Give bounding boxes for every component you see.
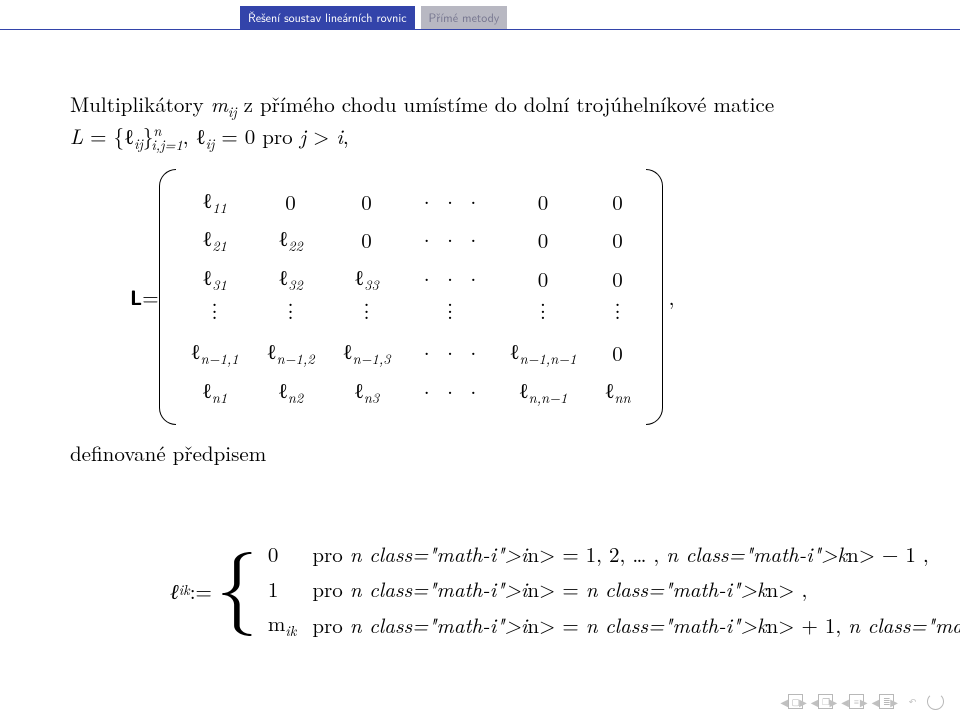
intro-sub-ij1: i,j=1	[151, 135, 182, 155]
matrix-cell: ℓn−1,n−1	[496, 334, 591, 372]
intro-paragraph: Multiplikátory mij z přímého chodu umíst…	[70, 90, 890, 155]
refresh-icon[interactable]	[927, 693, 944, 710]
matrix-trailing-comma: ,	[669, 283, 675, 311]
matrix-cell: 0	[253, 183, 329, 221]
piecewise-cases: 0pro n class="math-i">in> = 1, 2, … , n …	[266, 536, 960, 645]
defined-label: definované předpisem	[70, 439, 890, 467]
matrix-body: ℓ1100· · ·00ℓ21ℓ220· · ·00ℓ31ℓ32ℓ33· · ·…	[159, 177, 663, 417]
crumb-inactive: Přímé metody	[421, 6, 508, 29]
intro-ij: ij	[134, 135, 143, 155]
intro-text-2: z přímého chodu umístíme do dolní trojúh…	[237, 89, 775, 119]
intro-eq: = {ℓ	[90, 121, 134, 151]
nav-section-prev[interactable]: ◀≡▶	[845, 694, 867, 709]
intro-L: L	[70, 121, 83, 151]
matrix-cell: · · ·	[405, 183, 496, 221]
matrix-cell: 0	[496, 183, 591, 221]
matrix-cell: ···	[329, 298, 405, 334]
matrix-equation: L = ℓ1100· · ·00ℓ21ℓ220· · ·00ℓ31ℓ32ℓ33·…	[130, 177, 890, 417]
brace-icon: {	[216, 553, 258, 629]
matrix-cell: ···	[590, 298, 644, 334]
matrix-cell: ℓnn	[590, 373, 644, 411]
pw-l-sub: ik	[179, 581, 190, 600]
matrix-eq-sign: =	[142, 283, 158, 311]
matrix-cell: ℓ21	[177, 221, 253, 259]
matrix-cell: ℓ11	[177, 183, 253, 221]
matrix-cell: ℓn,n−1	[496, 373, 591, 411]
piecewise-definition: ℓik := { 0pro n class="math-i">in> = 1, …	[170, 477, 890, 704]
matrix-cell: ···	[177, 298, 253, 334]
matrix-cell: · · ·	[405, 334, 496, 372]
case-cell: 0	[268, 538, 310, 570]
matrix-cell: · · ·	[405, 221, 496, 259]
matrix-cell: ℓn3	[329, 373, 405, 411]
matrix-table: ℓ1100· · ·00ℓ21ℓ220· · ·00ℓ31ℓ32ℓ33· · ·…	[177, 183, 645, 411]
matrix-cell: 0	[496, 221, 591, 259]
matrix-cell: 0	[329, 221, 405, 259]
matrix-cell: 0	[590, 221, 644, 259]
matrix-cell: ℓn−1,3	[329, 334, 405, 372]
matrix-cell: ℓn−1,2	[253, 334, 329, 372]
matrix-cell: ℓn1	[177, 373, 253, 411]
beamer-nav: ◀▢▶ ◀❐▶ ◀≡▶ ◀≣▶ ↶	[784, 693, 944, 710]
matrix-cell: 0	[590, 334, 644, 372]
matrix-cell: ℓ22	[253, 221, 329, 259]
intro-text-1: Multiplikátory	[70, 89, 211, 119]
matrix-cell: 0	[329, 183, 405, 221]
matrix-lhs: L	[130, 283, 142, 311]
nav-back[interactable]: ↶	[906, 695, 919, 708]
matrix-cell: · · ·	[405, 373, 496, 411]
breadcrumb: Řešení soustav lineárních rovnic Přímé m…	[0, 0, 960, 29]
intro-tail: = 0 pro j > i,	[214, 121, 348, 151]
nav-slide-prev[interactable]: ◀▢▶	[784, 694, 806, 709]
paren-right-icon	[646, 169, 663, 425]
var-m-sub: ij	[228, 102, 237, 122]
case-cell: pro n class="math-i">in> = n class="math…	[312, 573, 960, 605]
crumb-active: Řešení soustav lineárních rovnic	[240, 6, 415, 29]
paren-left-icon	[159, 169, 176, 425]
var-m: m	[211, 89, 228, 119]
case-cell: mik	[268, 607, 310, 643]
nav-subsection-prev[interactable]: ◀≣▶	[876, 694, 898, 709]
matrix-cell: ···	[405, 298, 496, 334]
matrix-cell: ℓn2	[253, 373, 329, 411]
pw-l: ℓ	[170, 577, 179, 605]
intro-comma: , ℓ	[183, 121, 206, 151]
matrix-cell: 0	[590, 183, 644, 221]
case-cell: 1	[268, 573, 310, 605]
case-cell: pro n class="math-i">in> = n class="math…	[312, 607, 960, 643]
slide-content: Multiplikátory mij z přímého chodu umíst…	[0, 30, 960, 704]
matrix-cell: ℓn−1,1	[177, 334, 253, 372]
pw-assign: :=	[190, 577, 212, 605]
case-cell: pro n class="math-i">in> = 1, 2, … , n c…	[312, 538, 960, 570]
nav-frame-prev[interactable]: ◀❐▶	[815, 694, 837, 709]
matrix-cell: ···	[496, 298, 591, 334]
matrix-cell: ···	[253, 298, 329, 334]
